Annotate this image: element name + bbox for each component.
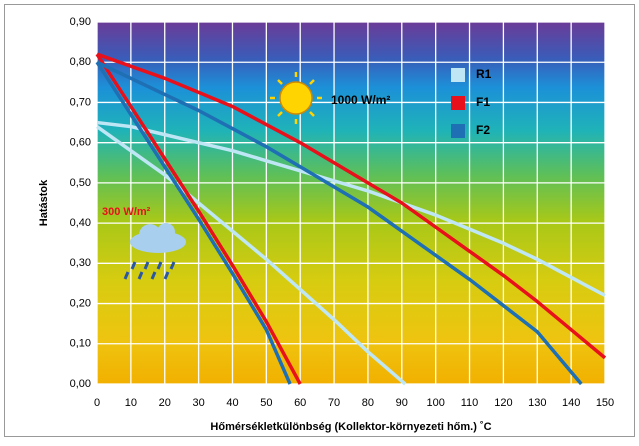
x-tick-label: 130 — [528, 397, 546, 409]
x-tick-label: 60 — [294, 397, 306, 409]
y-tick-label: 0,90 — [70, 16, 91, 28]
legend-swatch — [451, 68, 465, 82]
legend-label: R1 — [476, 67, 492, 81]
y-tick-label: 0,50 — [70, 177, 91, 189]
chart: 1000 W/m² 300 W/m² Hatástok Hőmérsékletk… — [0, 0, 639, 441]
legend-label: F1 — [476, 95, 490, 109]
y-tick-label: 0,70 — [70, 96, 91, 108]
x-tick-label: 70 — [328, 397, 340, 409]
y-axis-label: Hatástok — [38, 179, 50, 226]
y-tick-label: 0,10 — [70, 338, 91, 350]
x-tick-label: 50 — [260, 397, 272, 409]
x-tick-label: 150 — [596, 397, 614, 409]
x-tick-label: 90 — [396, 397, 408, 409]
x-axis-label: Hőmérsékletkülönbség (Kollektor-környeze… — [210, 421, 491, 433]
y-tick-label: 0,80 — [70, 56, 91, 68]
plot-area — [97, 22, 605, 384]
y-tick-label: 0,00 — [70, 378, 91, 390]
x-tick-label: 140 — [562, 397, 580, 409]
x-tick-label: 120 — [494, 397, 512, 409]
y-tick-label: 0,30 — [70, 257, 91, 269]
annotation: 300 W/m² — [102, 206, 151, 218]
annotation: 1000 W/m² — [331, 93, 390, 107]
y-tick-label: 0,20 — [70, 297, 91, 309]
x-tick-label: 30 — [192, 397, 204, 409]
legend-swatch — [451, 96, 465, 110]
y-tick-label: 0,40 — [70, 217, 91, 229]
legend-label: F2 — [476, 123, 490, 137]
x-tick-label: 100 — [426, 397, 444, 409]
x-tick-label: 80 — [362, 397, 374, 409]
x-tick-label: 40 — [226, 397, 238, 409]
x-tick-label: 0 — [94, 397, 100, 409]
x-tick-label: 110 — [461, 397, 479, 409]
x-tick-label: 20 — [159, 397, 171, 409]
x-tick-label: 10 — [125, 397, 137, 409]
y-tick-label: 0,60 — [70, 137, 91, 149]
legend-swatch — [451, 124, 465, 138]
